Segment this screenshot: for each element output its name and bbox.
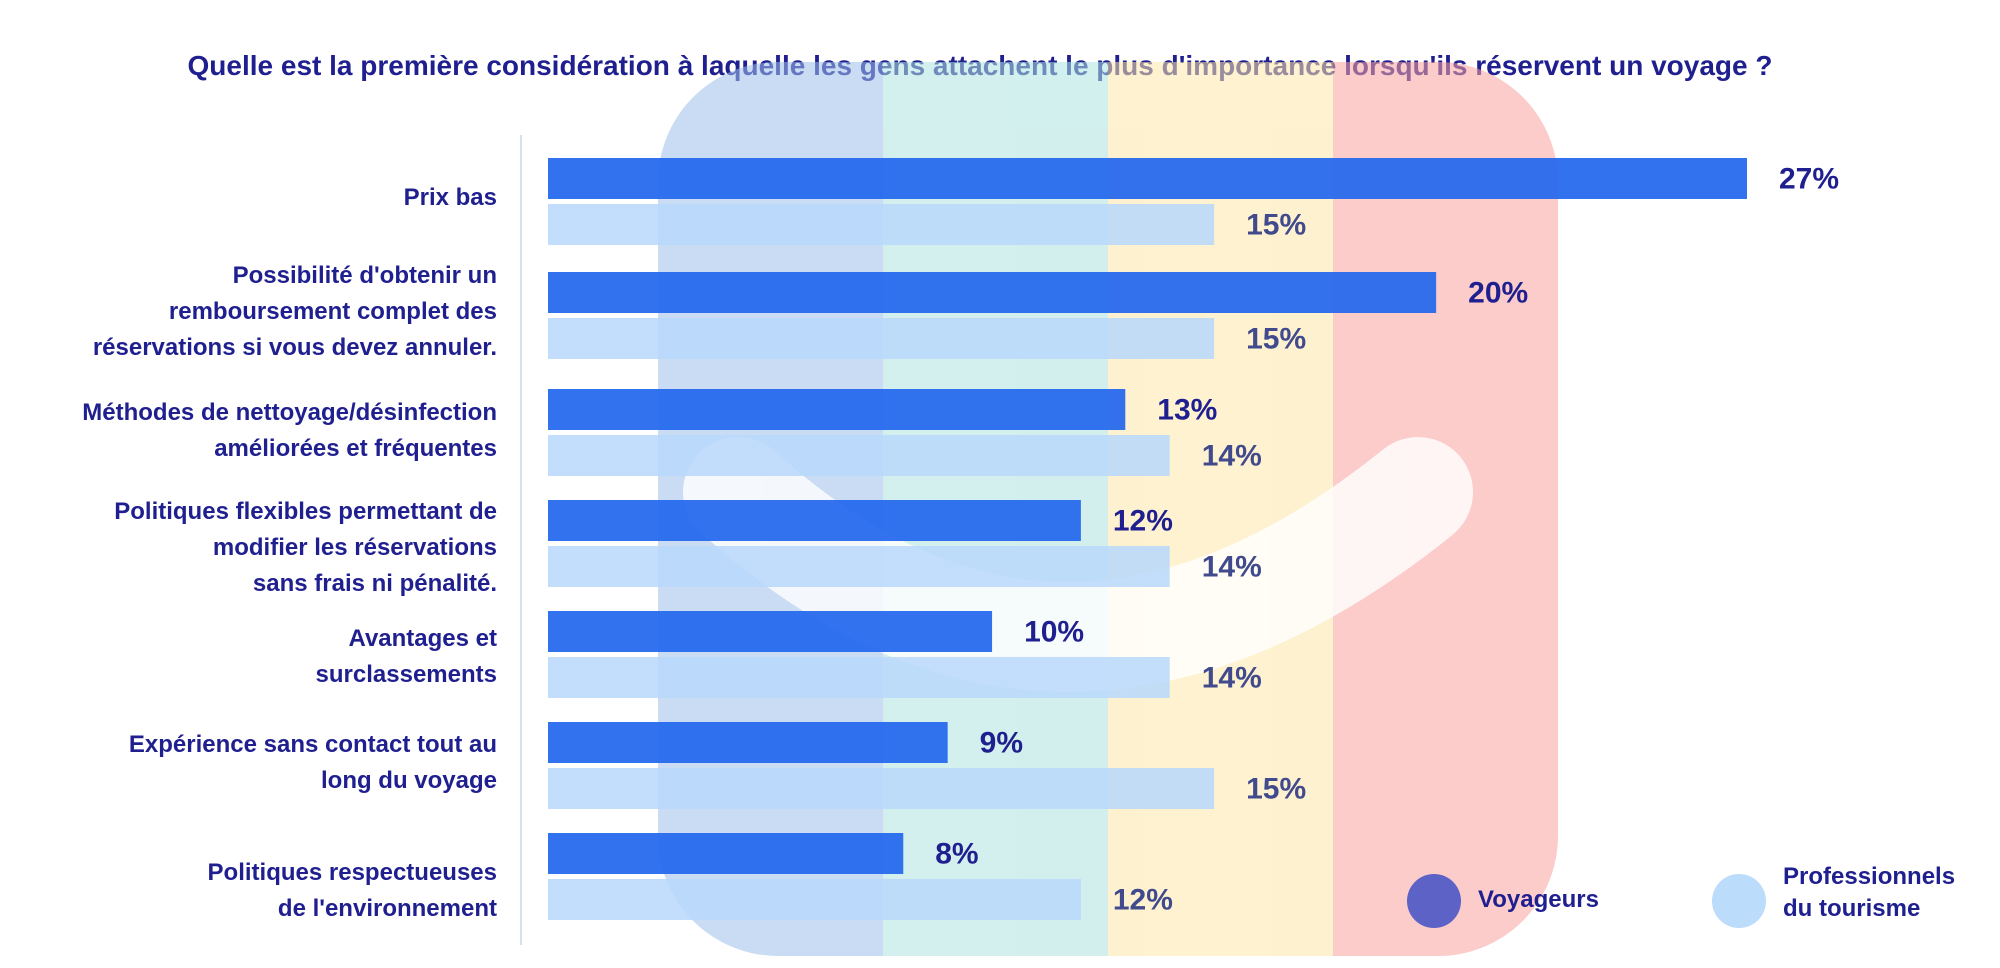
value-label-professionnels: 15% [1246,773,1306,806]
value-label-voyageurs: 9% [980,727,1023,760]
bar-voyageurs [548,500,1081,541]
category-label-line: sans frais ni pénalité. [252,570,497,597]
category-label-line: Prix bas [403,184,497,211]
category-label-line: Expérience sans contact tout au [128,731,497,758]
value-label-voyageurs: 27% [1779,163,1839,196]
bar-professionnels [548,435,1170,476]
bar-voyageurs [548,833,904,874]
category-label: Avantages et surclassements [316,621,497,693]
category-label: Possibilité d'obtenir un remboursement co… [93,258,497,366]
legend-professionnels-swatch [1712,874,1766,928]
bar-professionnels [548,546,1170,587]
bar-voyageurs [548,611,993,652]
bar-professionnels [548,879,1081,920]
category-label: Expérience sans contact tout au long du v… [129,727,497,799]
bar-voyageurs [548,272,1437,313]
category-label-line: Méthodes de nettoyage/désinfection [82,399,497,426]
bar-professionnels [548,768,1215,809]
legend-professionnels-label-line2: du tourisme [1783,895,1921,922]
bar-voyageurs [548,389,1126,430]
category-label-line: surclassements [315,661,497,688]
category-label-line: modifier les réservations [212,534,497,561]
legend-professionnels-label: Professionnels du tourisme [1783,861,1955,925]
value-label-voyageurs: 12% [1113,505,1173,538]
legend-voyageurs-swatch [1407,874,1461,928]
category-label-line: Politiques respectueuses [207,859,497,886]
category-label: Prix bas [404,180,497,216]
bar-voyageurs [548,722,948,763]
value-label-voyageurs: 13% [1157,394,1217,427]
category-label-line: long du voyage [320,767,497,794]
value-label-professionnels: 14% [1202,662,1262,695]
bar-voyageurs [548,158,1747,199]
bar-professionnels [548,204,1215,245]
category-axis-line [520,135,522,945]
value-label-professionnels: 14% [1202,440,1262,473]
category-label-line: réservations si vous devez annuler. [92,334,497,361]
category-label: Méthodes de nettoyage/désinfection amélio… [82,395,497,467]
legend-professionnels-label-line1: Professionnels [1783,863,1956,890]
value-label-professionnels: 15% [1246,209,1306,242]
category-label-line: Avantages et [348,625,498,652]
category-label-line: remboursement complet des [168,298,497,325]
value-label-professionnels: 12% [1113,884,1173,917]
category-label-line: Possibilité d'obtenir un [232,262,497,289]
bar-professionnels [548,657,1170,698]
category-label-line: Politiques flexibles permettant de [114,498,497,525]
value-label-voyageurs: 20% [1468,277,1528,310]
category-label-line: de l'environnement [277,895,497,922]
bar-professionnels [548,318,1215,359]
category-label: Politiques respectueuses de l'environneme… [208,855,497,927]
category-label: Politiques flexibles permettant de modifi… [114,494,497,602]
legend-voyageurs-label: Voyageurs [1478,886,1599,913]
category-label-line: améliorées et fréquentes [214,435,497,462]
value-label-voyageurs: 10% [1024,616,1084,649]
value-label-voyageurs: 8% [935,838,978,871]
value-label-professionnels: 15% [1246,323,1306,356]
value-label-professionnels: 14% [1202,551,1262,584]
